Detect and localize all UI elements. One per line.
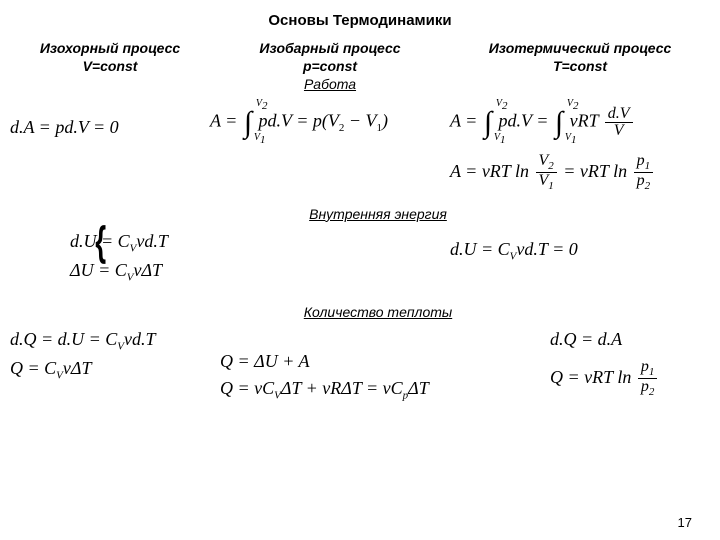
t: V bbox=[539, 152, 549, 169]
fraction: p1 p2 bbox=[634, 153, 654, 192]
fraction: d.V V bbox=[605, 106, 633, 139]
work-row: d.A = pd.V = 0 A = V2 ∫ V1 pd.V = p(V2 −… bbox=[0, 100, 720, 192]
col1-name: Изохорный процесс bbox=[10, 39, 210, 57]
col3-cond: T=const bbox=[450, 57, 710, 75]
fraction: V2 V1 bbox=[536, 153, 557, 192]
t: ) bbox=[382, 110, 388, 130]
integral-icon: V2 ∫ V1 bbox=[244, 100, 252, 145]
fraction: p1 p2 bbox=[638, 359, 658, 398]
page-title: Основы Термодинамики bbox=[0, 0, 720, 39]
t: ΔT bbox=[408, 378, 429, 398]
t: νd.T = 0 bbox=[516, 239, 577, 259]
section-energy: Внутренняя энергия bbox=[36, 206, 720, 222]
t: p bbox=[637, 172, 645, 189]
heat-isobaric: Q = ΔU + A Q = νCVΔT + νRΔT = νCpΔT bbox=[220, 326, 490, 404]
t: − V bbox=[344, 110, 376, 130]
t: 2 bbox=[548, 160, 554, 172]
t: p bbox=[641, 358, 649, 375]
heat-isothermal: d.Q = d.A Q = νRT ln p1 p2 bbox=[510, 326, 710, 404]
col3-name: Изотермический процесс bbox=[450, 39, 710, 57]
t: V bbox=[274, 390, 281, 402]
t: d.Q = d.U = C bbox=[10, 329, 117, 349]
col-isothermal: Изотермический процесс T=const bbox=[450, 39, 710, 94]
heat-row: d.Q = d.U = CVνd.T Q = CVνΔT Q = ΔU + A … bbox=[0, 326, 720, 404]
col2-cond: p=const bbox=[210, 57, 450, 75]
t: Q = νRT ln bbox=[550, 367, 631, 387]
t: 1 bbox=[548, 180, 554, 192]
t: V bbox=[56, 370, 63, 382]
col2-name: Изобарный процесс bbox=[210, 39, 450, 57]
section-work: Работа bbox=[210, 75, 450, 93]
integral-icon: V2 ∫ V1 bbox=[484, 100, 492, 145]
t: νd.T bbox=[124, 329, 156, 349]
t: 1 bbox=[645, 160, 651, 172]
t: 2 bbox=[262, 100, 268, 112]
work-isochoric: d.A = pd.V = 0 bbox=[10, 100, 210, 192]
work-isothermal: A = V2 ∫ V1 pd.V = V2 ∫ V1 νRT d.V V A =… bbox=[450, 100, 710, 192]
t: Q = C bbox=[10, 358, 56, 378]
col1-cond: V=const bbox=[10, 57, 210, 75]
t: 2 bbox=[649, 387, 655, 399]
t: = νRT ln bbox=[563, 160, 627, 180]
t: 1 bbox=[500, 134, 506, 146]
energy-isobaric bbox=[210, 228, 450, 286]
t: d.V bbox=[605, 106, 633, 123]
t: d.Q = d.A bbox=[550, 326, 710, 353]
work-isobaric: A = V2 ∫ V1 pd.V = p(V2 − V 1) bbox=[210, 100, 450, 192]
col-isochoric: Изохорный процесс V=const bbox=[10, 39, 210, 94]
t: A = νRT ln bbox=[450, 160, 529, 180]
t: 2 bbox=[502, 100, 508, 112]
section-heat: Количество теплоты bbox=[36, 304, 720, 320]
t: V bbox=[605, 123, 633, 139]
t: V bbox=[539, 172, 549, 189]
t: 1 bbox=[649, 366, 655, 378]
t: d.U = C bbox=[450, 239, 510, 259]
t: Q = ΔU + A bbox=[220, 348, 490, 375]
page-number: 17 bbox=[678, 515, 692, 530]
t: 2 bbox=[573, 100, 579, 112]
t: p bbox=[637, 152, 645, 169]
t: 2 bbox=[645, 180, 651, 192]
t: 1 bbox=[571, 134, 577, 146]
brace-icon: ⏟ bbox=[98, 224, 147, 264]
t: νΔT bbox=[63, 358, 92, 378]
energy-isothermal: d.U = CVνd.T = 0 bbox=[450, 228, 710, 286]
t: A = bbox=[450, 110, 477, 130]
integral-icon: V2 ∫ V1 bbox=[555, 100, 563, 145]
t: pd.V = p(V bbox=[259, 110, 339, 130]
col-isobaric: Изобарный процесс p=const Работа bbox=[210, 39, 450, 94]
t: A = bbox=[210, 110, 237, 130]
heat-isochoric: d.Q = d.U = CVνd.T Q = CVνΔT bbox=[10, 326, 210, 404]
t: Q = νC bbox=[220, 378, 274, 398]
t: ΔT + νRΔT = νC bbox=[281, 378, 403, 398]
column-headers: Изохорный процесс V=const Изобарный проц… bbox=[0, 39, 720, 94]
t: p bbox=[641, 378, 649, 395]
t: 1 bbox=[260, 134, 266, 146]
